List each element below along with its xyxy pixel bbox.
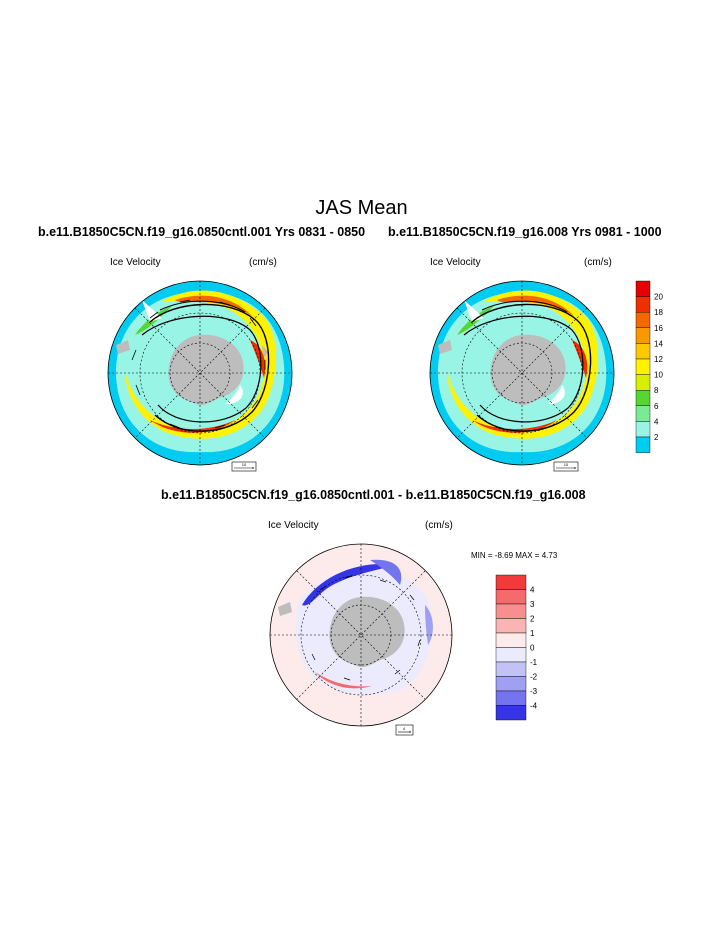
ice-velocity-band-peak (175, 295, 252, 316)
ref-vector-3-label: 4 (403, 726, 406, 731)
difference-colorbar-label: 0 (530, 644, 535, 653)
min-max-label: MIN = -8.69 MAX = 4.73 (471, 551, 558, 560)
difference-colorbar-swatch (495, 661, 527, 677)
panel-1-title: b.e11.B1850C5CN.f19_g16.0850cntl.001 Yrs… (38, 225, 366, 239)
negative-anomaly-band (302, 564, 395, 606)
velocity-colorbar-swatch (635, 390, 651, 407)
velocity-colorbar-swatch (635, 280, 651, 297)
difference-colorbar-label: 2 (530, 615, 535, 624)
panel-2-title: b.e11.B1850C5CN.f19_g16.008 Yrs 0981 - 1… (388, 225, 662, 239)
antarctica-landmass (168, 334, 244, 406)
ref-vector-box-3: 4 (395, 724, 414, 736)
panel-1-variable: Ice Velocity (110, 257, 161, 268)
map-2-border (429, 280, 615, 466)
difference-colorbar-swatch (495, 690, 527, 706)
velocity-colorbar-swatch (635, 312, 651, 329)
velocity-colorbar-swatch (635, 436, 651, 453)
difference-colorbar-swatch (495, 632, 527, 648)
ref-vector-box-2: 10 (553, 461, 579, 472)
positive-anomaly-band (315, 672, 372, 689)
ref-vector-box-1: 10 (231, 461, 257, 472)
difference-vectors (311, 575, 421, 681)
velocity-colorbar-swatch (635, 343, 651, 360)
ref-vector-2-label: 10 (564, 462, 569, 467)
south-america-tip (116, 340, 130, 354)
panel-3-variable: Ice Velocity (268, 520, 319, 531)
velocity-colorbar-label: 4 (654, 417, 659, 426)
graticule (108, 281, 292, 465)
difference-colorbar-label: -1 (530, 658, 538, 667)
velocity-colorbar-label: 20 (654, 293, 663, 302)
difference-colorbar-label: 1 (530, 629, 535, 638)
difference-colorbar-swatch (495, 705, 527, 721)
velocity-colorbar-label: 10 (654, 371, 663, 380)
polar-map-1 (108, 281, 292, 465)
panel-1-units: (cm/s) (249, 257, 277, 268)
panel-2-units: (cm/s) (584, 257, 612, 268)
difference-colorbar-swatch (495, 574, 527, 590)
difference-colorbar: 4 3 2 1 0 -1 -2 -3 -4 (495, 574, 538, 721)
panel-2-variable: Ice Velocity (430, 257, 481, 268)
velocity-colorbar-label: 2 (654, 433, 659, 442)
difference-colorbar-label: -2 (530, 673, 538, 682)
velocity-colorbar-label: 12 (654, 355, 663, 364)
velocity-colorbar-label: 18 (654, 308, 663, 317)
difference-colorbar-label: -4 (530, 702, 538, 711)
velocity-colorbar-swatch (635, 374, 651, 391)
difference-colorbar-swatch (495, 647, 527, 663)
velocity-colorbar-swatch (635, 405, 651, 422)
map-1-border (107, 280, 293, 466)
velocity-colorbar-swatch (635, 421, 651, 438)
velocity-colorbar-label: 8 (654, 386, 659, 395)
velocity-colorbar-swatch (635, 358, 651, 375)
main-title: JAS Mean (315, 197, 408, 219)
velocity-colorbar-label: 14 (654, 339, 663, 348)
difference-colorbar-label: 3 (530, 600, 535, 609)
difference-colorbar-swatch (495, 589, 527, 605)
panel-3-title: b.e11.B1850C5CN.f19_g16.0850cntl.001 - b… (161, 488, 586, 502)
polar-map-2 (430, 281, 614, 465)
difference-colorbar-swatch (495, 676, 527, 692)
velocity-colorbar-swatch (635, 327, 651, 344)
difference-colorbar-label: -3 (530, 687, 538, 696)
polar-map-3 (270, 544, 452, 726)
panel-3-units: (cm/s) (425, 520, 453, 531)
velocity-colorbar-swatch (635, 296, 651, 313)
velocity-colorbar-label: 6 (654, 402, 659, 411)
difference-colorbar-swatch (495, 618, 527, 634)
difference-colorbar-swatch (495, 603, 527, 619)
map-3-border (269, 543, 453, 727)
velocity-colorbar-label: 16 (654, 324, 663, 333)
velocity-colorbar: 20 18 16 14 12 10 8 6 4 2 (635, 280, 663, 453)
difference-colorbar-label: 4 (530, 586, 535, 595)
velocity-vectors (131, 299, 266, 429)
ref-vector-1-label: 10 (242, 462, 247, 467)
